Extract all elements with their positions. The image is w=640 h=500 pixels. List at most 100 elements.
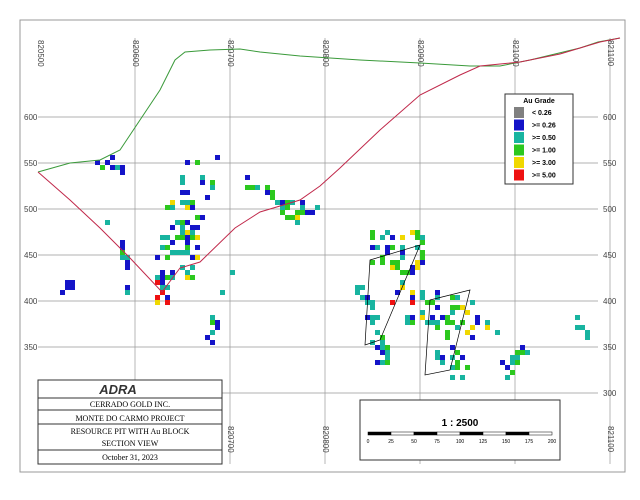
elevation-label: 350 <box>603 343 617 352</box>
grade-block <box>120 240 125 245</box>
grade-block <box>450 305 455 310</box>
grade-block <box>360 285 365 290</box>
grade-block <box>200 175 205 180</box>
grade-block <box>210 330 215 335</box>
grade-block <box>385 355 390 360</box>
grade-block <box>115 165 120 170</box>
grade-block <box>190 205 195 210</box>
grade-block <box>155 295 160 300</box>
grade-block <box>450 295 455 300</box>
legend-swatch <box>514 169 524 181</box>
grade-block <box>390 260 395 265</box>
grade-block <box>420 250 425 255</box>
grade-block <box>435 305 440 310</box>
grade-block <box>285 205 290 210</box>
grade-block <box>120 255 125 260</box>
grade-block <box>445 335 450 340</box>
grade-block <box>165 245 170 250</box>
scale-segment <box>436 431 461 436</box>
elevation-label: 500 <box>603 205 617 214</box>
grade-block <box>285 200 290 205</box>
grade-block <box>485 320 490 325</box>
grade-block <box>185 200 190 205</box>
grade-block <box>400 270 405 275</box>
grade-block <box>415 235 420 240</box>
grade-block <box>175 220 180 225</box>
grade-block <box>165 285 170 290</box>
grade-block <box>250 185 255 190</box>
grade-block <box>295 210 300 215</box>
grade-block <box>455 350 460 355</box>
grade-block <box>180 175 185 180</box>
easting-label: 820600 <box>131 40 140 67</box>
grade-block <box>405 315 410 320</box>
grade-block <box>210 180 215 185</box>
grade-block <box>265 190 270 195</box>
elevation-label: 500 <box>24 205 38 214</box>
easting-label: 821100 <box>606 426 615 453</box>
legend-label: >= 3.00 <box>532 160 556 167</box>
legend-swatch <box>514 119 524 131</box>
grade-block <box>185 235 190 240</box>
grade-block <box>280 205 285 210</box>
grade-block <box>585 330 590 335</box>
legend-swatch <box>514 157 524 168</box>
grade-block <box>410 265 415 270</box>
grade-block <box>440 355 445 360</box>
scale-bar: 1 : 2500 0 25 50 75 100 125 150 175 200 <box>359 399 561 461</box>
grade-block <box>265 185 270 190</box>
grade-block <box>450 345 455 350</box>
grade-block <box>465 310 470 315</box>
legend-swatch <box>514 107 524 118</box>
grade-block <box>215 320 220 325</box>
grade-block <box>375 345 380 350</box>
grade-block <box>190 265 195 270</box>
grade-block <box>125 260 130 265</box>
grade-block <box>380 255 385 260</box>
grade-block <box>400 235 405 240</box>
elevation-label: 350 <box>24 343 38 352</box>
grade-block <box>185 245 190 250</box>
grade-block <box>300 200 305 205</box>
grade-block <box>385 230 390 235</box>
grade-block <box>375 330 380 335</box>
grade-block <box>180 235 185 240</box>
scale-tick-label: 125 <box>479 439 488 445</box>
grade-block <box>520 345 525 350</box>
scale-label: 1 : 2500 <box>442 418 479 429</box>
grade-block <box>110 165 115 170</box>
grade-block <box>445 315 450 320</box>
grade-block <box>385 360 390 365</box>
grade-block <box>410 230 415 235</box>
grade-block <box>405 320 410 325</box>
elevation-label: 600 <box>24 113 38 122</box>
easting-label: 820900 <box>416 40 425 67</box>
grade-block <box>370 315 375 320</box>
grade-block <box>465 330 470 335</box>
grade-block <box>370 300 375 305</box>
grade-block <box>415 230 420 235</box>
easting-label: 820700 <box>226 426 235 453</box>
scale-segment <box>459 431 484 436</box>
grade-block <box>190 275 195 280</box>
grade-block <box>195 255 200 260</box>
grade-block <box>210 320 215 325</box>
grade-block <box>505 375 510 380</box>
grade-block <box>245 185 250 190</box>
pit-outline <box>424 289 471 376</box>
grade-block <box>470 300 475 305</box>
grade-block <box>60 290 65 295</box>
grade-block <box>185 250 190 255</box>
grade-block <box>455 360 460 365</box>
grade-block <box>155 280 160 285</box>
grade-block <box>105 160 110 165</box>
grade-block <box>65 280 70 285</box>
grade-block <box>370 235 375 240</box>
grade-block <box>575 315 580 320</box>
grade-block <box>185 160 190 165</box>
grade-block <box>420 255 425 260</box>
grade-block <box>195 160 200 165</box>
grade-block <box>385 345 390 350</box>
grade-block <box>185 275 190 280</box>
grade-block <box>460 375 465 380</box>
